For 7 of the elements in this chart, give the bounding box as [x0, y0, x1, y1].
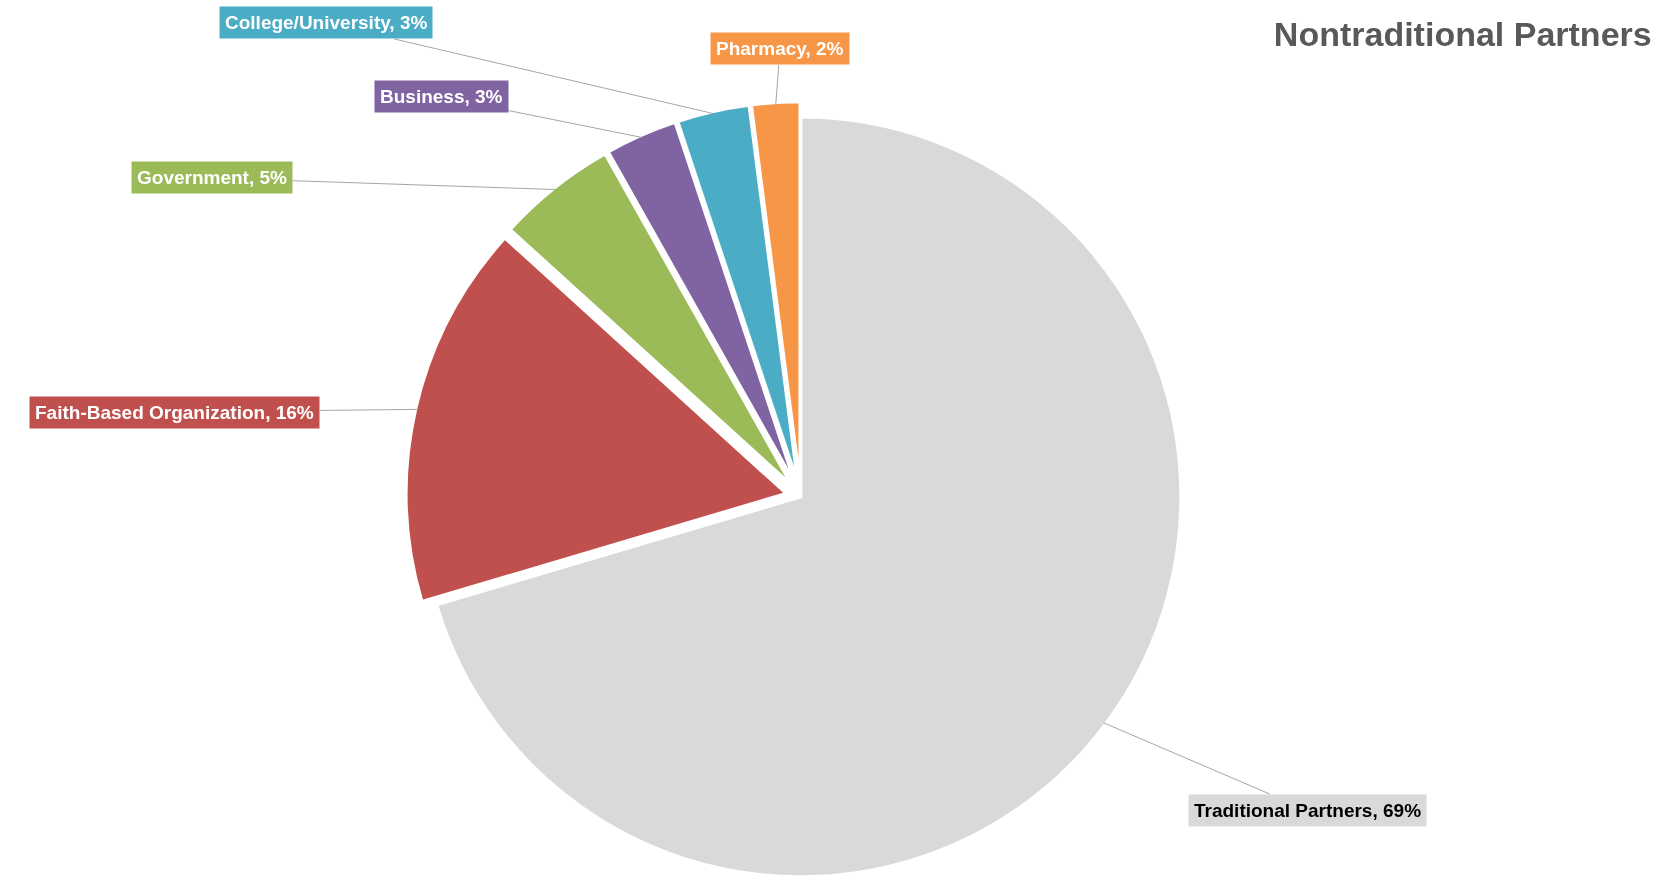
slice-label: Business, 3%	[380, 86, 503, 107]
slice-label: College/University, 3%	[225, 12, 428, 33]
chart-title: Nontraditional Partners	[1273, 15, 1652, 54]
slice-label: Traditional Partners, 69%	[1194, 800, 1422, 821]
slice-label: Pharmacy, 2%	[716, 38, 844, 59]
slice-label: Government, 5%	[137, 167, 288, 188]
slice-label: Faith-Based Organization, 16%	[35, 402, 314, 423]
